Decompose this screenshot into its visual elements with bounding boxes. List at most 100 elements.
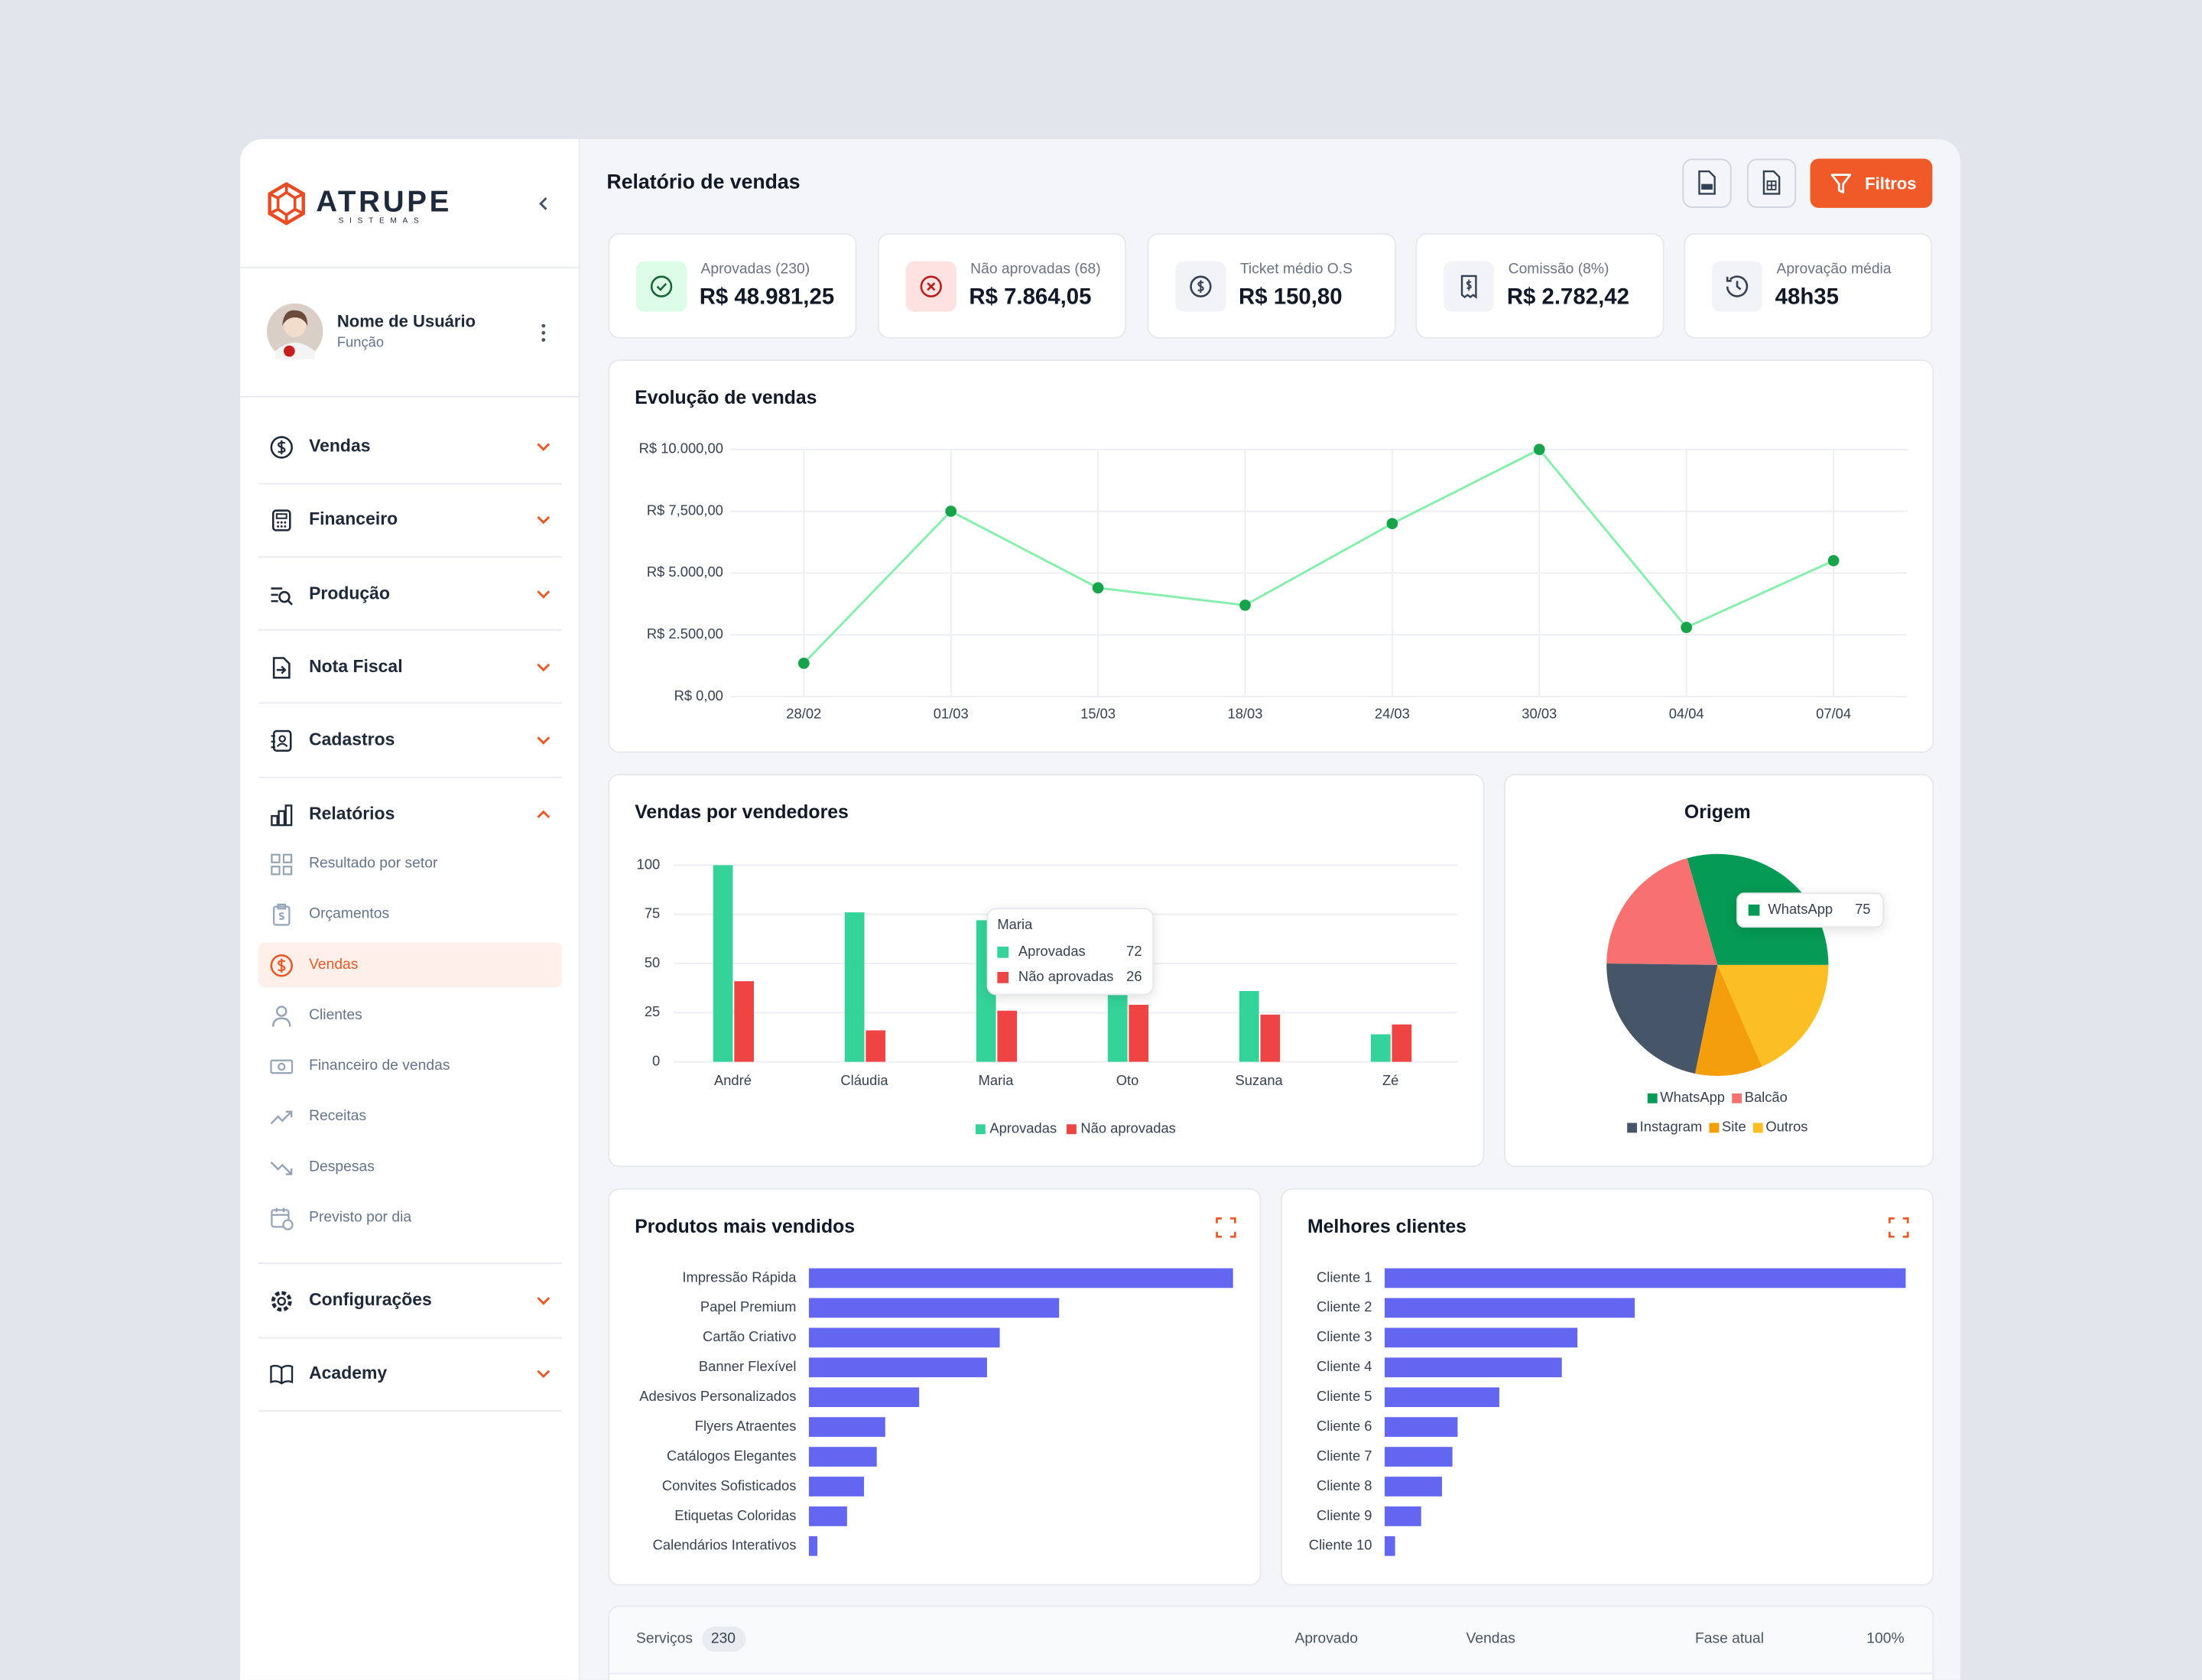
kpi-label: Aprovação média (1776, 261, 1892, 278)
menu-label: Relatórios (309, 804, 395, 824)
filter-button[interactable]: Filtros (1810, 158, 1933, 208)
kpi-icon (636, 261, 687, 312)
user-menu-button[interactable] (538, 322, 549, 344)
menu-label: Configurações (309, 1290, 432, 1310)
column-header: Fase atual (1694, 1630, 1764, 1647)
separator (258, 1262, 562, 1265)
menu-icon (271, 730, 292, 752)
expand-button[interactable] (1215, 1217, 1237, 1239)
menu-item[interactable]: Cadastros (258, 718, 562, 763)
user-name: Nome de Usuário (336, 311, 476, 332)
menu-item[interactable]: Financeiro (258, 497, 562, 542)
submenu-icon (270, 954, 293, 977)
count-value: 230 (710, 1630, 736, 1647)
menu-icon (271, 587, 293, 606)
menu-label: Financeiro (309, 509, 398, 529)
chevron-down (537, 663, 550, 672)
kpi-icon (1175, 261, 1226, 312)
submenu-icon (272, 1006, 291, 1027)
chevron-down (537, 590, 550, 599)
sidebar-background (240, 138, 580, 1680)
menu-item[interactable]: Vendas (258, 424, 562, 470)
kpi-label: Não aprovadas (68) (970, 261, 1101, 278)
kpi-value: R$ 7.864,05 (969, 285, 1092, 310)
menu-item[interactable]: Configurações (258, 1278, 562, 1323)
submenu-icon (271, 1207, 294, 1230)
submenu-item[interactable]: Clientes (258, 993, 562, 1038)
logo-text: ATRUPE (316, 186, 453, 219)
menu-label: Nota Fiscal (309, 656, 403, 677)
chevron-down (537, 1370, 550, 1379)
table-label: Serviços (636, 1630, 693, 1647)
menu-item[interactable]: Nota Fiscal (258, 645, 562, 690)
kpi-label: Comissão (8%) (1508, 261, 1609, 278)
kpi-icon (905, 261, 956, 312)
chevron-down (537, 736, 550, 745)
spreadsheet-button[interactable] (1746, 158, 1797, 208)
kpi-card: Aprovadas (230) R$ 48.981,25 (608, 232, 857, 339)
kpi-card: Comissão (8%) R$ 2.782,42 (1415, 232, 1664, 339)
kpi-label: Ticket médio O.S (1239, 261, 1353, 278)
submenu-label: Resultado por setor (309, 855, 438, 872)
separator (240, 266, 579, 268)
kpi-icon (1444, 261, 1495, 312)
submenu-item[interactable]: Previsto por dia (258, 1195, 562, 1240)
column-header: 100% (1866, 1630, 1905, 1647)
logo-subtitle: SISTEMAS (338, 217, 425, 226)
menu-icon (272, 657, 291, 679)
menu-label: Vendas (309, 436, 371, 457)
submenu-item-active[interactable]: Vendas (258, 942, 562, 988)
kpi-card: Não aprovadas (68) R$ 7.864,05 (877, 232, 1127, 339)
kpi-value: R$ 48.981,25 (699, 285, 835, 310)
submenu-icon (270, 1059, 294, 1074)
menu-item[interactable]: Academy (258, 1351, 562, 1396)
separator (258, 1337, 562, 1339)
chevron-down (537, 443, 550, 451)
chevron-up (537, 810, 550, 819)
spreadsheet-icon (1762, 170, 1781, 195)
submenu-item[interactable]: Resultado por setor (258, 841, 562, 886)
submenu-item[interactable]: Orçamentos (258, 892, 562, 937)
submenu-label: Orçamentos (309, 905, 390, 923)
submenu-item[interactable]: Despesas (258, 1145, 562, 1190)
table-card: Serviços 230 Aprovado Vendas Fase atual … (608, 1605, 1934, 1680)
filter-icon (1830, 174, 1852, 194)
submenu-icon (273, 903, 291, 926)
menu-item[interactable]: Produção (258, 572, 562, 617)
submenu-icon (270, 1162, 293, 1175)
count-badge (702, 1626, 746, 1652)
separator (240, 395, 579, 398)
menu-item[interactable]: Relatórios (258, 792, 562, 837)
menu-icon (271, 509, 291, 531)
menu-icon (270, 436, 293, 459)
table-header (609, 1607, 1933, 1675)
filter-label: Filtros (1865, 173, 1917, 193)
pdf-button[interactable] (1682, 158, 1732, 208)
column-header: Aprovado (1294, 1630, 1359, 1647)
menu-label: Academy (309, 1363, 388, 1383)
column-header: Vendas (1466, 1630, 1515, 1647)
separator (258, 556, 562, 558)
submenu-item[interactable]: Receitas (258, 1094, 562, 1139)
bar-chart-card (608, 774, 1485, 1168)
menu-icon (271, 804, 293, 827)
logo-icon (268, 182, 305, 226)
clients-card (1281, 1188, 1934, 1586)
submenu-item[interactable]: Financeiro de vendas (258, 1044, 562, 1089)
pdf-icon (1698, 170, 1716, 195)
submenu-label: Despesas (309, 1158, 375, 1175)
collapse-button[interactable] (535, 195, 552, 212)
submenu-icon (271, 853, 293, 876)
submenu-label: Receitas (309, 1107, 367, 1125)
menu-icon (271, 1291, 292, 1312)
products-card (608, 1188, 1262, 1586)
user-role: Função (336, 335, 385, 352)
kpi-label: Aprovadas (230) (700, 261, 810, 278)
chevron-down (537, 1297, 550, 1305)
kpi-card: Aprovação média 48h35 (1684, 232, 1933, 339)
submenu-label: Previsto por dia (309, 1208, 412, 1226)
expand-button[interactable] (1888, 1217, 1910, 1239)
separator (258, 776, 562, 778)
separator (258, 1410, 562, 1412)
kpi-value: 48h35 (1775, 285, 1839, 310)
